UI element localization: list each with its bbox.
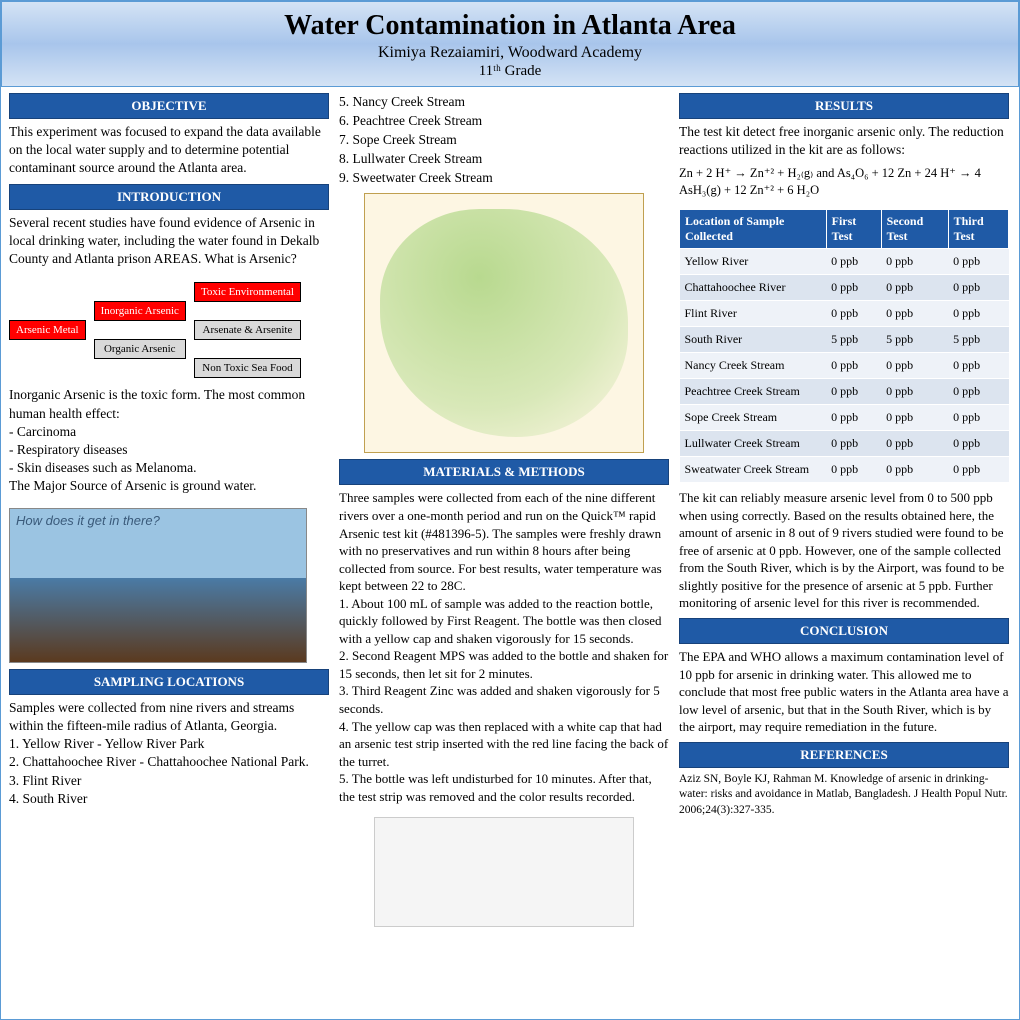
poster: Water Contamination in Atlanta Area Kimi… — [0, 0, 1020, 1020]
conclusion-header: CONCLUSION — [679, 618, 1009, 644]
column-2: 5. Nancy Creek Stream 6. Peachtree Creek… — [339, 93, 669, 933]
table-cell: 0 ppb — [881, 301, 948, 327]
table-cell: 0 ppb — [826, 275, 881, 301]
results-header: RESULTS — [679, 93, 1009, 119]
table-row: Flint River0 ppb0 ppb0 ppb — [680, 301, 1009, 327]
table-header-cell: Second Test — [881, 210, 948, 249]
references-text: Aziz SN, Boyle KJ, Rahman M. Knowledge o… — [679, 772, 1009, 819]
column-3: RESULTS The test kit detect free inorgan… — [679, 93, 1009, 933]
table-cell: Chattahoochee River — [680, 275, 827, 301]
table-cell: 0 ppb — [826, 379, 881, 405]
results-discussion: The kit can reliably measure arsenic lev… — [679, 489, 1009, 612]
references-header: REFERENCES — [679, 742, 1009, 768]
diagram-toxic: Toxic Environmental — [194, 282, 301, 302]
table-cell: 0 ppb — [826, 301, 881, 327]
table-row: Sweatwater Creek Stream0 ppb0 ppb0 ppb — [680, 457, 1009, 483]
infographic-image: How does it get in there? — [9, 508, 307, 663]
materials-text: Three samples were collected from each o… — [339, 489, 669, 805]
table-cell: 0 ppb — [948, 457, 1008, 483]
table-cell: 0 ppb — [948, 431, 1008, 457]
infographic-title: How does it get in there? — [10, 509, 306, 532]
table-cell: 0 ppb — [826, 405, 881, 431]
table-cell: Yellow River — [680, 249, 827, 275]
column-1: OBJECTIVE This experiment was focused to… — [9, 93, 329, 933]
results-table: Location of Sample CollectedFirst TestSe… — [679, 209, 1009, 483]
table-cell: 0 ppb — [881, 353, 948, 379]
table-row: South River5 ppb5 ppb5 ppb — [680, 327, 1009, 353]
table-cell: 0 ppb — [948, 353, 1008, 379]
poster-grade: 11ᵗʰ Grade — [2, 63, 1018, 80]
diagram-organic: Organic Arsenic — [94, 339, 186, 359]
table-cell: 0 ppb — [948, 249, 1008, 275]
table-header-cell: Third Test — [948, 210, 1008, 249]
sampling-header: SAMPLING LOCATIONS — [9, 669, 329, 695]
table-cell: 5 ppb — [948, 327, 1008, 353]
results-intro: The test kit detect free inorganic arsen… — [679, 123, 1009, 159]
introduction-header: INTRODUCTION — [9, 184, 329, 210]
sampling-text: Samples were collected from nine rivers … — [9, 699, 329, 808]
table-cell: 5 ppb — [826, 327, 881, 353]
table-cell: 0 ppb — [948, 405, 1008, 431]
table-cell: 0 ppb — [948, 379, 1008, 405]
table-header-cell: First Test — [826, 210, 881, 249]
table-cell: 5 ppb — [881, 327, 948, 353]
table-row: Yellow River0 ppb0 ppb0 ppb — [680, 249, 1009, 275]
table-cell: 0 ppb — [881, 379, 948, 405]
objective-text: This experiment was focused to expand th… — [9, 123, 329, 178]
materials-header: MATERIALS & METHODS — [339, 459, 669, 485]
conclusion-text: The EPA and WHO allows a maximum contami… — [679, 648, 1009, 736]
table-cell: Flint River — [680, 301, 827, 327]
table-header-cell: Location of Sample Collected — [680, 210, 827, 249]
table-cell: Sope Creek Stream — [680, 405, 827, 431]
objective-header: OBJECTIVE — [9, 93, 329, 119]
table-cell: 0 ppb — [948, 301, 1008, 327]
diagram-nontoxic: Non Toxic Sea Food — [194, 358, 301, 378]
poster-author: Kimiya Rezaiamiri, Woodward Academy — [2, 44, 1018, 62]
table-cell: 0 ppb — [826, 457, 881, 483]
table-row: Peachtree Creek Stream0 ppb0 ppb0 ppb — [680, 379, 1009, 405]
table-row: Chattahoochee River0 ppb0 ppb0 ppb — [680, 275, 1009, 301]
georgia-map — [364, 193, 644, 453]
diagram-inorganic: Inorganic Arsenic — [94, 301, 186, 321]
test-kit-image — [374, 817, 634, 927]
table-cell: South River — [680, 327, 827, 353]
table-cell: 0 ppb — [881, 275, 948, 301]
table-cell: 0 ppb — [881, 457, 948, 483]
table-cell: Nancy Creek Stream — [680, 353, 827, 379]
diagram-arsenate: Arsenate & Arsenite — [194, 320, 301, 340]
table-cell: 0 ppb — [881, 405, 948, 431]
table-cell: Sweatwater Creek Stream — [680, 457, 827, 483]
table-row: Lullwater Creek Stream0 ppb0 ppb0 ppb — [680, 431, 1009, 457]
table-row: Nancy Creek Stream0 ppb0 ppb0 ppb — [680, 353, 1009, 379]
table-cell: 0 ppb — [881, 249, 948, 275]
introduction-text: Several recent studies have found eviden… — [9, 214, 329, 269]
table-cell: 0 ppb — [826, 431, 881, 457]
table-cell: Lullwater Creek Stream — [680, 431, 827, 457]
table-row: Sope Creek Stream0 ppb0 ppb0 ppb — [680, 405, 1009, 431]
table-cell: 0 ppb — [826, 249, 881, 275]
poster-header: Water Contamination in Atlanta Area Kimi… — [1, 1, 1019, 87]
table-cell: Peachtree Creek Stream — [680, 379, 827, 405]
results-equation: Zn + 2 H⁺ → Zn⁺² + H₂₍g₎ and As₄O₆ + 12 … — [679, 165, 1009, 199]
content-columns: OBJECTIVE This experiment was focused to… — [1, 87, 1019, 939]
arsenic-diagram: Arsenic Metal Inorganic Arsenic Organic … — [9, 282, 329, 378]
table-cell: 0 ppb — [881, 431, 948, 457]
table-cell: 0 ppb — [948, 275, 1008, 301]
poster-title: Water Contamination in Atlanta Area — [2, 10, 1018, 42]
sampling-continued: 5. Nancy Creek Stream 6. Peachtree Creek… — [339, 93, 669, 187]
table-cell: 0 ppb — [826, 353, 881, 379]
health-effects-text: Inorganic Arsenic is the toxic form. The… — [9, 386, 329, 495]
diagram-arsenic-metal: Arsenic Metal — [9, 320, 86, 340]
